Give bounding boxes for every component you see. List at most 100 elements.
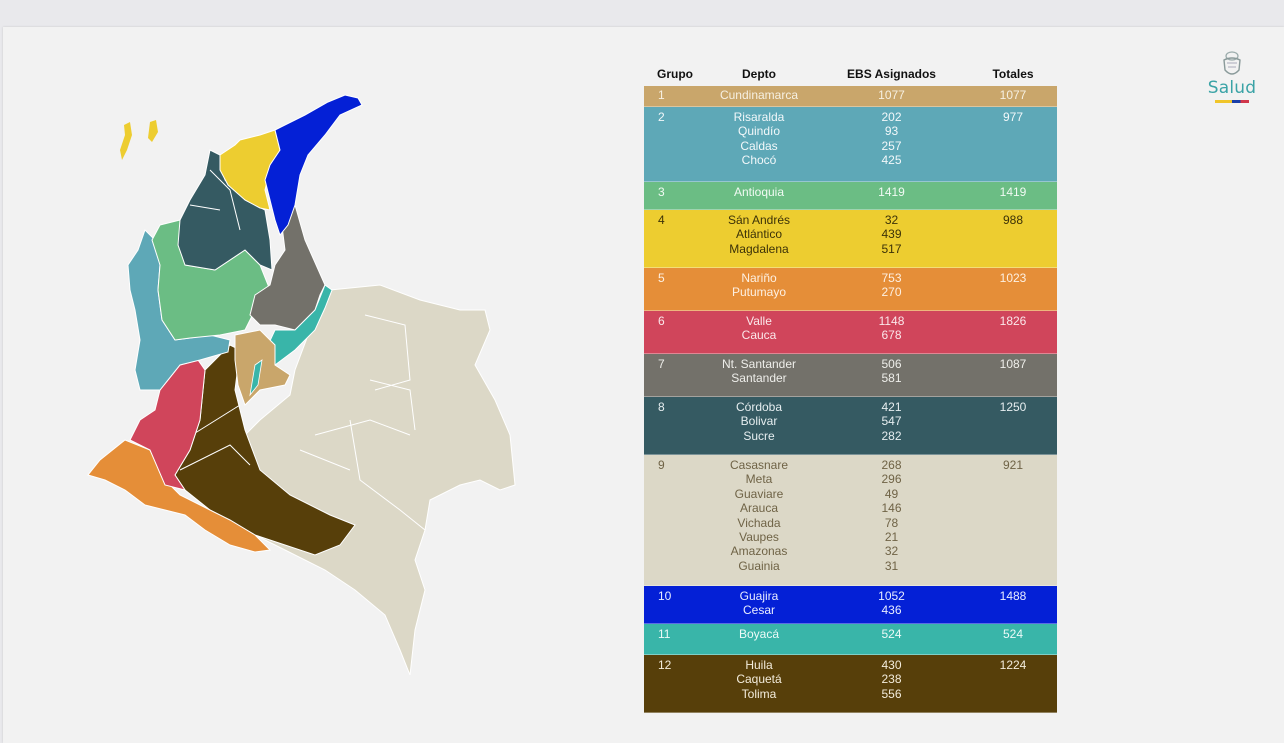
depto-name: Quindío: [737, 124, 781, 139]
cell-total: 1419: [999, 185, 1027, 199]
depto-name: Vaupes: [739, 530, 779, 545]
cell-grupo: 12: [658, 658, 672, 672]
table-row: 7 Nt. Santander Santander 506 581 1087: [644, 354, 1057, 397]
san-andres-island-2: [148, 120, 158, 142]
cell-depto: Risaralda Quindío Caldas Chocó: [704, 110, 814, 181]
cell-total: 1488: [999, 589, 1027, 603]
cell-grupo: 9: [658, 458, 665, 472]
cell-total: 1023: [999, 271, 1027, 285]
cell-depto: Nariño Putumayo: [704, 271, 814, 310]
depto-name: Boyacá: [738, 627, 780, 641]
ebs-value: 581: [881, 371, 902, 386]
depto-name: Sucre: [743, 428, 775, 443]
cell-depto: Valle Cauca: [704, 314, 814, 353]
cell-ebs: 524: [814, 627, 969, 654]
cell-grupo: 8: [658, 400, 665, 414]
map-svg: [87, 94, 516, 676]
ebs-value: 439: [881, 227, 902, 242]
cell-grupo: 2: [658, 110, 665, 124]
cell-total: 524: [1002, 627, 1024, 641]
table-row: 4 Sán Andrés Atlántico Magdalena 32 439 517 988: [644, 210, 1057, 268]
ebs-value: 93: [884, 124, 899, 139]
table-row: 8 Córdoba Bolivar Sucre 421 547 282 1250: [644, 397, 1057, 455]
header-depto: Depto: [742, 67, 776, 81]
ebs-value: 1148: [878, 314, 905, 328]
cell-depto: Nt. Santander Santander: [704, 357, 814, 396]
depto-name: Caldas: [740, 138, 778, 153]
table-row: 9 Casasnare Meta Guaviare Arauca Vichada Vaupe…: [644, 455, 1057, 586]
cell-grupo: 1: [658, 88, 665, 102]
colombia-map: [80, 90, 520, 680]
cell-depto: Cundinamarca: [704, 88, 814, 106]
ebs-value: 524: [881, 627, 902, 641]
cell-depto: Guajira Cesar: [704, 589, 814, 623]
depto-name: Cauca: [741, 328, 777, 343]
coat-of-arms-icon: [1223, 51, 1241, 75]
ebs-table: Grupo Depto EBS Asignados Totales 1 Cundi…: [644, 62, 1057, 713]
table-row: 10 Guajira Cesar 1052 436 1488: [644, 586, 1057, 624]
depto-name: Putumayo: [731, 285, 787, 300]
cell-grupo: 4: [658, 213, 665, 227]
san-andres-island-1: [120, 122, 132, 160]
depto-name: Meta: [745, 472, 773, 487]
ebs-value: 753: [881, 271, 902, 285]
region-group8: [177, 149, 273, 271]
depto-name: Chocó: [741, 153, 777, 168]
depto-name: Cundinamarca: [719, 88, 799, 102]
cell-total: 1224: [999, 658, 1027, 672]
table-row: 5 Nariño Putumayo 753 270 1023: [644, 268, 1057, 311]
cell-total: 1087: [999, 357, 1027, 371]
ebs-value: 78: [884, 515, 899, 530]
region-group1: [234, 329, 291, 406]
cell-total: 1826: [999, 314, 1027, 328]
depto-name: Casasnare: [729, 458, 789, 472]
depto-name: Tolima: [741, 686, 777, 701]
ebs-value: 31: [884, 558, 899, 573]
logo-text: Salud: [1207, 78, 1257, 98]
depto-name: Valle: [746, 314, 772, 328]
table-header: Grupo Depto EBS Asignados Totales: [644, 62, 1057, 86]
cell-ebs: 1052 436: [814, 589, 969, 623]
cell-grupo: 3: [658, 185, 665, 199]
ebs-value: 506: [881, 357, 902, 371]
ebs-value: 257: [881, 138, 902, 153]
ebs-value: 556: [881, 686, 902, 701]
table-row: 3 Antioquia 1419 1419: [644, 182, 1057, 210]
cell-ebs: 202 93 257 425: [814, 110, 969, 181]
ebs-value: 517: [881, 241, 902, 256]
header-grupo: Grupo: [657, 67, 693, 81]
cell-ebs: 421 547 282: [814, 400, 969, 454]
ebs-value: 49: [884, 486, 899, 501]
depto-name: Amazonas: [730, 544, 788, 559]
ebs-value: 32: [884, 213, 899, 227]
depto-name: Magdalena: [729, 241, 789, 256]
ebs-value: 1052: [878, 589, 905, 603]
cell-ebs: 268 296 49 146 78 21 32 31: [814, 458, 969, 585]
depto-name: Huila: [745, 658, 773, 672]
salud-logo: Salud: [1204, 50, 1260, 110]
depto-name: Atlántico: [735, 227, 783, 242]
table-body: 1 Cundinamarca 1077 1077 2 Risaralda Quindío Ca…: [644, 86, 1057, 713]
region-group10: [264, 94, 363, 237]
cell-ebs: 506 581: [814, 357, 969, 396]
depto-name: Cesar: [742, 603, 775, 618]
depto-name: Bolivar: [740, 414, 778, 429]
ebs-value: 1077: [878, 88, 905, 102]
ebs-value: 146: [881, 501, 902, 516]
depto-name: Nt. Santander: [721, 357, 797, 371]
cell-depto: Huila Caquetá Tolima: [704, 658, 814, 712]
table-row: 12 Huila Caquetá Tolima 430 238 556 1224: [644, 655, 1057, 713]
cell-ebs: 753 270: [814, 271, 969, 310]
table-row: 11 Boyacá 524 524: [644, 624, 1057, 655]
header-totales: Totales: [992, 67, 1034, 81]
header-ebs: EBS Asignados: [847, 67, 936, 81]
cell-grupo: 10: [658, 589, 672, 603]
ebs-value: 425: [881, 153, 902, 168]
cell-total: 1077: [999, 88, 1027, 102]
ebs-value: 282: [881, 428, 902, 443]
cell-ebs: 1419: [814, 185, 969, 209]
depto-name: Guaviare: [734, 486, 784, 501]
depto-name: Sán Andrés: [727, 213, 791, 227]
depto-name: Nariño: [741, 271, 777, 285]
cell-depto: Antioquia: [704, 185, 814, 209]
